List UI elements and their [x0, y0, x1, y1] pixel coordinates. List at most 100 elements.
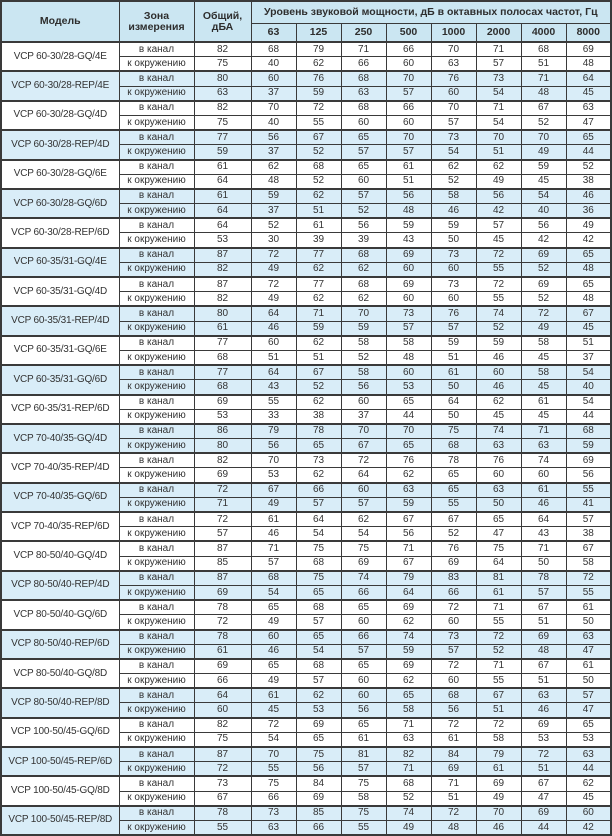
level-cell: 71 — [520, 540, 567, 557]
level-cell: 69 — [385, 246, 432, 263]
level-cell: 57 — [385, 144, 432, 160]
level-cell: 45 — [520, 379, 567, 395]
level-cell: 40 — [250, 56, 297, 72]
table-row: VCP 60-30/28-GQ/6E в канал 61 62 68 65 61 62 62 5… — [0, 158, 612, 190]
level-cell: 73 — [430, 129, 477, 146]
level-cell: 60 — [250, 334, 297, 351]
level-cell: 52 — [385, 790, 432, 807]
level-cell: 46 — [565, 187, 612, 205]
level-cell: 40 — [250, 114, 297, 131]
level-cell: 55 — [475, 291, 522, 307]
level-cell: 46 — [250, 526, 297, 542]
level-cell: 52 — [430, 526, 477, 542]
model-cell: VCP 60-30/28-GQ/6E — [0, 158, 120, 190]
header-freq-63: 63 — [250, 23, 297, 43]
level-cell: 68 — [340, 70, 387, 87]
level-cell: 65 — [295, 628, 342, 645]
level-cell: 68 — [340, 276, 387, 293]
level-cell: 66 — [340, 584, 387, 601]
level-cell: 43 — [250, 379, 297, 395]
level-cell: 45 — [565, 790, 612, 807]
total-dba-cell: 61 — [193, 643, 252, 660]
total-dba-cell: 82 — [193, 99, 252, 116]
level-cell: 53 — [520, 731, 567, 748]
level-cell: 49 — [565, 217, 612, 234]
zone-cell: в канал — [118, 41, 195, 58]
level-cell: 65 — [385, 687, 432, 704]
level-cell: 70 — [520, 129, 567, 146]
level-cell: 66 — [250, 790, 297, 807]
level-cell: 54 — [565, 364, 612, 381]
level-cell: 37 — [250, 85, 297, 102]
level-cell: 84 — [295, 775, 342, 792]
level-cell: 44 — [565, 408, 612, 425]
level-cell: 51 — [295, 203, 342, 219]
level-cell: 63 — [520, 438, 567, 454]
level-cell: 75 — [340, 540, 387, 557]
level-cell: 64 — [475, 555, 522, 572]
level-cell: 55 — [475, 261, 522, 278]
level-cell: 37 — [250, 144, 297, 160]
table-row: к окружению 63 37 59 63 57 60 54 48 45 — [1, 85, 612, 102]
level-cell: 66 — [295, 819, 342, 836]
level-cell: 75 — [250, 775, 297, 792]
level-cell: 74 — [475, 305, 522, 322]
table-row: к окружению 66 49 57 60 62 60 55 51 50 — [1, 673, 612, 689]
zone-cell: в канал — [118, 422, 195, 440]
level-cell: 70 — [340, 305, 387, 322]
level-cell: 72 — [250, 276, 297, 293]
level-cell: 74 — [385, 628, 432, 645]
total-dba-cell: 77 — [193, 129, 252, 146]
level-cell: 73 — [295, 452, 342, 469]
zone-cell: к окружению — [118, 56, 195, 72]
total-dba-cell: 82 — [193, 291, 252, 307]
level-cell: 67 — [520, 657, 567, 675]
zone-cell: в канал — [118, 276, 195, 293]
header-freq-4000: 4000 — [520, 23, 567, 43]
level-cell: 70 — [385, 70, 432, 87]
level-cell: 65 — [250, 599, 297, 616]
zone-cell: в канал — [118, 599, 195, 616]
level-cell: 72 — [475, 628, 522, 645]
zone-cell: в канал — [118, 746, 195, 763]
zone-cell: к окружению — [118, 114, 195, 131]
total-dba-cell: 75 — [193, 114, 252, 131]
model-cell: VCP 70-40/35-REP/4D — [0, 452, 120, 484]
level-cell: 62 — [475, 393, 522, 410]
level-cell: 58 — [385, 702, 432, 719]
level-cell: 75 — [295, 540, 342, 557]
level-cell: 52 — [340, 203, 387, 219]
level-cell: 54 — [250, 584, 297, 601]
total-dba-cell: 68 — [193, 379, 252, 395]
level-cell: 46 — [520, 496, 567, 513]
total-dba-cell: 72 — [193, 511, 252, 528]
level-cell: 49 — [250, 496, 297, 513]
level-cell: 49 — [520, 320, 567, 337]
level-cell: 65 — [565, 276, 612, 293]
zone-cell: к окружению — [118, 584, 195, 601]
level-cell: 59 — [295, 320, 342, 337]
level-cell: 51 — [565, 334, 612, 351]
level-cell: 67 — [475, 687, 522, 704]
level-cell: 57 — [430, 114, 477, 131]
level-cell: 50 — [430, 408, 477, 425]
level-cell: 43 — [385, 232, 432, 249]
level-cell: 59 — [430, 217, 477, 234]
level-cell: 52 — [520, 114, 567, 131]
level-cell: 52 — [520, 261, 567, 278]
zone-cell: к окружению — [118, 731, 195, 748]
level-cell: 75 — [295, 746, 342, 763]
header-freq-8000: 8000 — [565, 23, 612, 43]
level-cell: 57 — [295, 496, 342, 513]
zone-cell: к окружению — [118, 349, 195, 366]
table-row: VCP 60-35/31-REP/6D в канал 69 55 62 60 65 64 62… — [0, 393, 612, 425]
level-cell: 60 — [430, 261, 477, 278]
level-cell: 62 — [475, 158, 522, 175]
level-cell: 48 — [250, 173, 297, 190]
table-row: VCP 60-35/31-GQ/6D в канал 77 64 67 58 60 61 60 5… — [0, 364, 612, 396]
header-freq-250: 250 — [340, 23, 387, 43]
level-cell: 46 — [475, 819, 522, 836]
level-cell: 59 — [340, 320, 387, 337]
level-cell: 37 — [565, 349, 612, 366]
level-cell: 50 — [565, 673, 612, 689]
